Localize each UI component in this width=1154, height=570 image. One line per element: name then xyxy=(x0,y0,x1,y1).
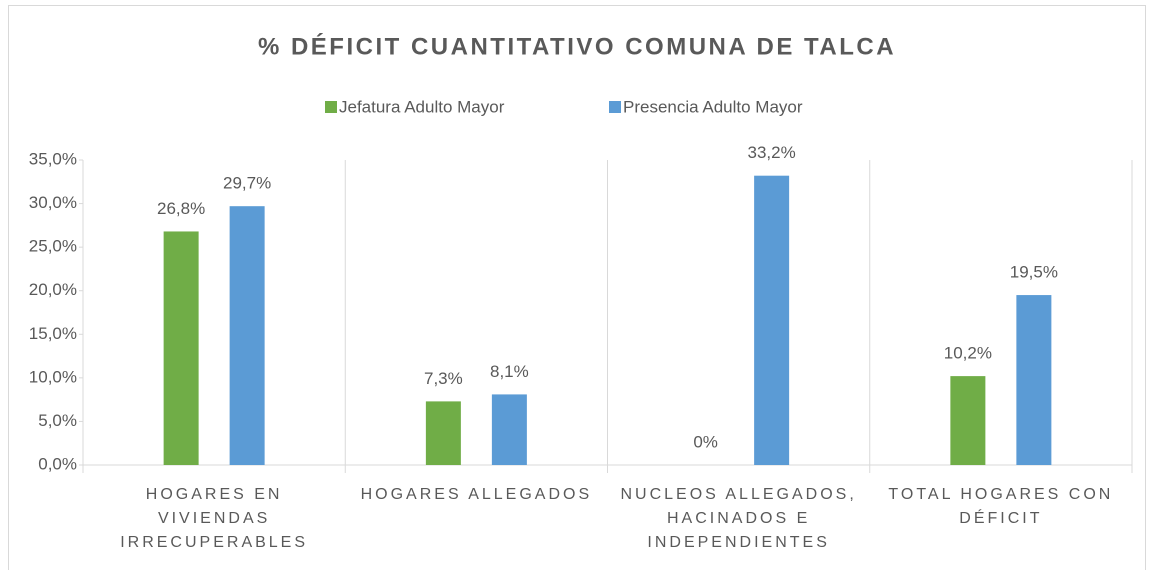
chart-title: % DÉFICIT CUANTITATIVO COMUNA DE TALCA xyxy=(258,32,896,60)
bar xyxy=(491,394,527,465)
bar xyxy=(425,401,461,465)
bar xyxy=(1016,295,1052,465)
y-tick-label: 30,0% xyxy=(29,193,77,212)
x-tick-label: NUCLEOS ALLEGADOS, HACINADOS E INDEPENDI… xyxy=(620,486,857,551)
legend-swatch xyxy=(609,101,621,113)
legend-label: Jefatura Adulto Mayor xyxy=(339,97,505,116)
y-tick-label: 10,0% xyxy=(29,367,77,386)
data-label: 29,7% xyxy=(223,174,271,193)
legend-swatch xyxy=(325,101,337,113)
y-tick-label: 0,0% xyxy=(38,454,77,473)
data-label: 0% xyxy=(693,432,718,451)
data-label: 8,1% xyxy=(490,362,529,381)
bar xyxy=(163,231,199,465)
data-label: 10,2% xyxy=(944,344,992,363)
y-tick-label: 25,0% xyxy=(29,237,77,256)
data-label: 19,5% xyxy=(1010,263,1058,282)
data-label: 26,8% xyxy=(157,199,205,218)
y-tick-label: 20,0% xyxy=(29,280,77,299)
y-tick-label: 5,0% xyxy=(38,411,77,430)
data-label: 7,3% xyxy=(424,369,463,388)
data-label: 33,2% xyxy=(748,143,796,162)
y-tick-label: 35,0% xyxy=(29,149,77,168)
x-tick-label: TOTAL HOGARES CON DÉFICIT xyxy=(888,486,1114,527)
bar xyxy=(950,376,986,465)
bar xyxy=(754,175,790,465)
bar xyxy=(229,206,265,465)
legend-label: Presencia Adulto Mayor xyxy=(623,97,803,116)
x-tick-label: HOGARES EN VIVIENDAS IRRECUPERABLES xyxy=(120,486,309,551)
chart-frame xyxy=(8,5,1146,570)
y-tick-label: 15,0% xyxy=(29,324,77,343)
x-tick-label: HOGARES ALLEGADOS xyxy=(360,486,593,503)
